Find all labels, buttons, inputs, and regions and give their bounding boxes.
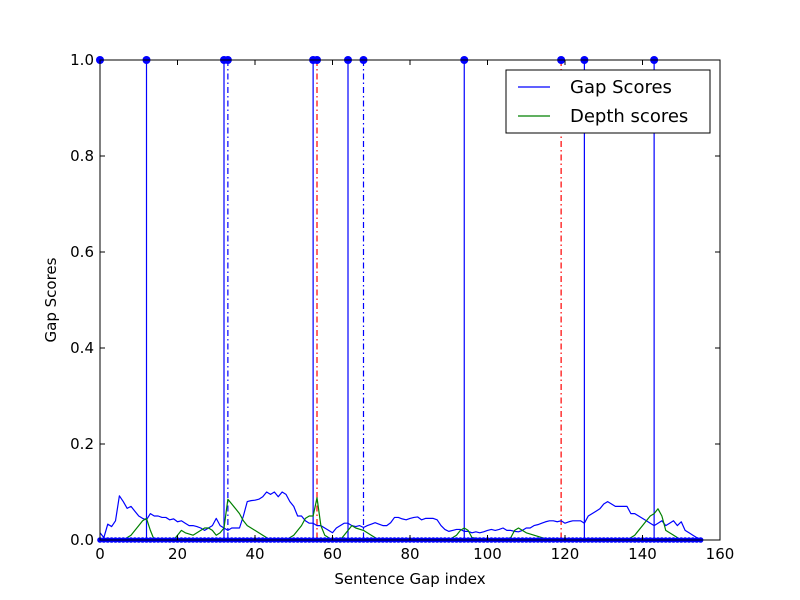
y-tick-label-2: 0.4	[70, 339, 94, 357]
y-tick-label-1: 0.2	[70, 435, 94, 453]
legend-label-gap-scores: Gap Scores	[570, 77, 672, 98]
y-tick-label-3: 0.6	[70, 243, 94, 261]
x-tick-label-3: 60	[323, 545, 342, 563]
x-axis-label: Sentence Gap index	[334, 570, 485, 588]
series-line-0	[99, 491, 701, 540]
x-tick-label-7: 140	[628, 545, 657, 563]
x-tick-label-8: 160	[706, 545, 735, 563]
legend-label-depth-scores: Depth scores	[570, 106, 688, 127]
x-tick-label-6: 120	[551, 545, 580, 563]
x-tick-label-2: 40	[245, 545, 264, 563]
y-tick-label-4: 0.8	[70, 147, 94, 165]
x-tick-label-0: 0	[95, 545, 105, 563]
y-axis-label: Gap Scores	[42, 257, 60, 342]
legend-box	[505, 69, 711, 134]
x-tick-label-5: 100	[473, 545, 502, 563]
boundary-lines	[145, 60, 655, 540]
axis-ticks: 0 20 40 60 80 100 120 140 160 0.0 0.2 0.4 0.6 0.8 1.0	[70, 51, 734, 563]
y-tick-label-0: 0.0	[70, 531, 94, 549]
x-tick-label-1: 20	[168, 545, 187, 563]
x-tick-label-4: 80	[400, 545, 419, 563]
legend: Gap Scores Depth scores	[505, 69, 711, 134]
plot-background	[100, 60, 720, 540]
y-tick-label-5: 1.0	[70, 51, 94, 69]
